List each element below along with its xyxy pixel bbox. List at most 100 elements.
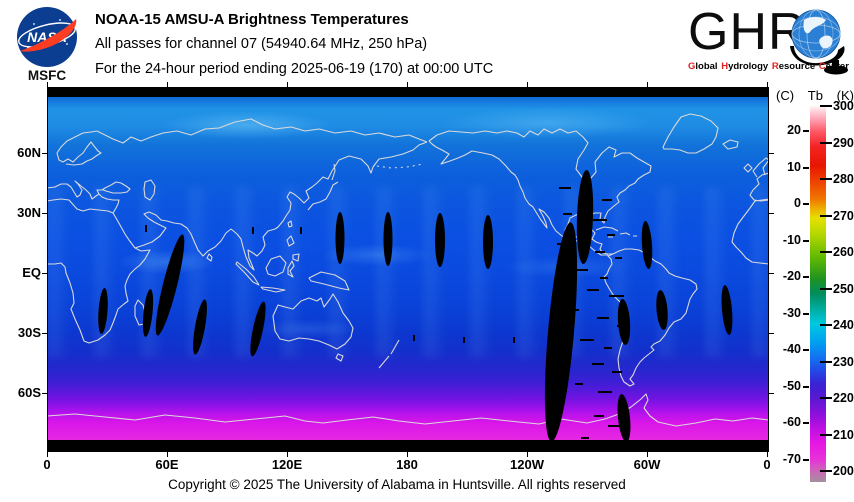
colorbar-celsius-tick	[803, 459, 809, 461]
ghrc-globe-icon	[784, 6, 852, 78]
colorbar-kelvin-label: 300	[833, 99, 854, 113]
colorbar-units-kelvin: (K)	[836, 88, 854, 103]
colorbar-kelvin-label: 270	[833, 209, 854, 223]
colorbar-celsius-label: -70	[782, 452, 801, 466]
colorbar-kelvin-label: 210	[833, 428, 854, 442]
lon-tick-mark	[647, 452, 648, 457]
colorbar-kelvin-tick	[820, 361, 832, 363]
ghrc-logo: GHR Global Hydrology Resource Center	[686, 4, 852, 82]
nasa-msfc-label: MSFC	[28, 68, 66, 83]
lon-tick-mark	[407, 452, 408, 457]
lon-tick-mark	[767, 452, 768, 457]
subtitle-period: For the 24-hour period ending 2025-06-19…	[95, 61, 494, 77]
colorbar-celsius-tick	[803, 130, 809, 132]
lat-tick-label: EQ	[22, 265, 41, 280]
colorbar-kelvin-tick	[820, 215, 832, 217]
colorbar-celsius-label: -20	[782, 269, 801, 283]
lat-tick-label: 60S	[17, 385, 41, 400]
colorbar-kelvin-label: 280	[833, 172, 854, 186]
lat-tick-mark	[42, 213, 47, 214]
colorbar-celsius-label: -30	[782, 306, 801, 320]
lon-tick-label: 0	[43, 457, 51, 472]
colorbar-celsius-tick	[803, 422, 809, 424]
lon-tick-mark	[527, 452, 528, 457]
colorbar-kelvin-label: 250	[833, 282, 854, 296]
colorbar-kelvin-label: 290	[833, 136, 854, 150]
colorbar-celsius-label: -60	[782, 415, 801, 429]
ghrc-tagline-word: Global	[688, 61, 722, 72]
lat-tick-label: 30S	[17, 325, 41, 340]
lon-tick-label: 120W	[510, 457, 544, 472]
colorbar-celsius-tick	[803, 167, 809, 169]
lat-tick-label: 30N	[17, 205, 41, 220]
colorbar-kelvin-label: 260	[833, 245, 854, 259]
lon-tick-label: 0	[763, 457, 771, 472]
ghrc-wordmark: GHR	[688, 3, 807, 61]
lon-tick-mark	[287, 82, 288, 87]
colorbar-celsius-tick	[803, 313, 809, 315]
colorbar-kelvin-tick	[820, 324, 832, 326]
colorbar-kelvin-tick	[820, 288, 832, 290]
colorbar-kelvin-tick	[820, 434, 832, 436]
colorbar-celsius-tick	[803, 203, 809, 205]
lat-tick-mark	[769, 333, 774, 334]
lat-tick-mark	[42, 333, 47, 334]
colorbar-celsius-label: 0	[794, 196, 801, 210]
subtitle-channel: All passes for channel 07 (54940.64 MHz,…	[95, 36, 428, 52]
lon-tick-mark	[407, 82, 408, 87]
ghrc-tagline-word: Resource	[771, 61, 819, 72]
colorbar-kelvin-label: 240	[833, 318, 854, 332]
lat-tick-mark	[769, 153, 774, 154]
ghrc-tagline: Global Hydrology Resource Center	[688, 61, 850, 72]
colorbar-celsius-label: -40	[782, 342, 801, 356]
lat-tick-mark	[769, 273, 774, 274]
lat-tick-mark	[769, 213, 774, 214]
colorbar-celsius-label: 20	[787, 123, 801, 137]
ghrc-tagline-word: Center	[818, 61, 849, 72]
colorbar-kelvin-tick	[820, 142, 832, 144]
lat-tick-mark	[769, 393, 774, 394]
lon-tick-mark	[767, 82, 768, 87]
lon-tick-mark	[47, 452, 48, 457]
lat-tick-mark	[42, 273, 47, 274]
lon-tick-mark	[167, 452, 168, 457]
page-title: NOAA-15 AMSU-A Brightness Temperatures	[95, 11, 409, 28]
colorbar-units-tb: Tb	[807, 88, 823, 103]
lon-tick-mark	[47, 82, 48, 87]
colorbar-celsius-tick	[803, 349, 809, 351]
colorbar	[810, 105, 826, 482]
colorbar-celsius-tick	[803, 240, 809, 242]
brightness-temperature-map	[47, 87, 769, 452]
colorbar-kelvin-tick	[820, 251, 832, 253]
nasa-logo: NASA MSFC	[12, 4, 84, 84]
coastlines	[47, 113, 769, 427]
lon-tick-mark	[647, 82, 648, 87]
colorbar-kelvin-tick	[820, 397, 832, 399]
colorbar-celsius-label: -10	[782, 233, 801, 247]
colorbar-celsius-label: 10	[787, 160, 801, 174]
lon-tick-label: 60E	[155, 457, 179, 472]
no-data-strips	[47, 87, 769, 452]
colorbar-kelvin-tick	[820, 105, 832, 107]
map-frame	[47, 87, 769, 452]
lon-tick-label: 180	[396, 457, 418, 472]
colorbar-units-celsius: (C)	[776, 88, 795, 103]
colorbar-celsius-label: -50	[782, 379, 801, 393]
lon-tick-mark	[527, 82, 528, 87]
colorbar-kelvin-label: 200	[833, 464, 854, 478]
lon-tick-mark	[287, 452, 288, 457]
data-gap-shapes	[98, 170, 733, 442]
lon-tick-mark	[167, 82, 168, 87]
colorbar-units: (C) Tb (K)	[776, 88, 854, 103]
ghrc-tagline-word: Hydrology	[721, 61, 772, 72]
colorbar-celsius-tick	[803, 386, 809, 388]
lat-tick-mark	[42, 393, 47, 394]
lon-tick-label: 120E	[271, 457, 303, 472]
nasa-meatball-icon: NASA MSFC	[17, 7, 77, 83]
colorbar-kelvin-tick	[820, 470, 832, 472]
colorbar-kelvin-tick	[820, 178, 832, 180]
colorbar-kelvin-label: 220	[833, 391, 854, 405]
lat-tick-label: 60N	[17, 145, 41, 160]
copyright-text: Copyright © 2025 The University of Alaba…	[168, 477, 626, 492]
